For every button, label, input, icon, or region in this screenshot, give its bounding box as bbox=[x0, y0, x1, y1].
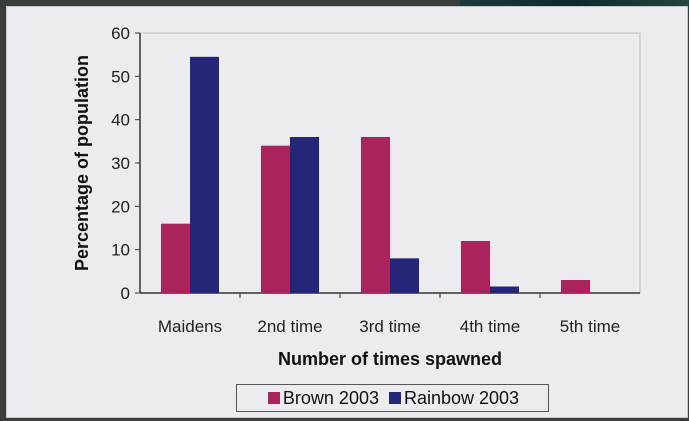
y-tick-label: 60 bbox=[111, 24, 130, 43]
y-ticks: 0 10 20 30 40 50 60 bbox=[111, 24, 140, 303]
bar-brown-4 bbox=[461, 241, 490, 293]
legend-swatch-brown bbox=[267, 392, 280, 404]
bar-rainbow-2 bbox=[290, 137, 319, 293]
x-tick-label: 2nd time bbox=[257, 317, 322, 336]
y-tick-label: 50 bbox=[111, 67, 130, 86]
legend-label-rainbow: Rainbow 2003 bbox=[403, 387, 520, 408]
bar-rainbow-4 bbox=[490, 286, 519, 293]
legend-label-brown: Brown 2003 bbox=[282, 387, 379, 408]
bar-rainbow-3 bbox=[390, 258, 419, 293]
y-tick-label: 0 bbox=[121, 284, 130, 303]
bars bbox=[161, 56, 590, 294]
legend-entry-rainbow: Rainbow 2003 bbox=[383, 388, 519, 409]
bar-brown-3 bbox=[361, 137, 390, 293]
y-tick-label: 20 bbox=[111, 197, 130, 216]
legend-entry-brown: Brown 2003 bbox=[262, 388, 379, 409]
x-ticks: Maidens 2nd time 3rd time 4th time 5th time bbox=[158, 293, 620, 336]
bar-brown-2 bbox=[261, 145, 290, 293]
x-tick-label: 3rd time bbox=[359, 317, 420, 336]
x-axis-label: Number of times spawned bbox=[278, 349, 502, 369]
bar-brown-1 bbox=[161, 223, 190, 293]
bar-rainbow-1 bbox=[190, 56, 219, 294]
x-tick-label: 4th time bbox=[460, 317, 520, 336]
y-tick-label: 40 bbox=[111, 111, 130, 130]
y-axis-label: Percentage of population bbox=[72, 55, 92, 271]
x-tick-label: Maidens bbox=[158, 317, 222, 336]
bar-brown-5 bbox=[561, 280, 590, 293]
legend-swatch-rainbow bbox=[388, 392, 401, 404]
y-tick-label: 10 bbox=[111, 241, 130, 260]
y-tick-label: 30 bbox=[111, 154, 130, 173]
chart-panel bbox=[6, 6, 688, 418]
x-tick-label: 5th time bbox=[560, 317, 620, 336]
legend: Brown 2003 Rainbow 2003 bbox=[236, 384, 549, 412]
